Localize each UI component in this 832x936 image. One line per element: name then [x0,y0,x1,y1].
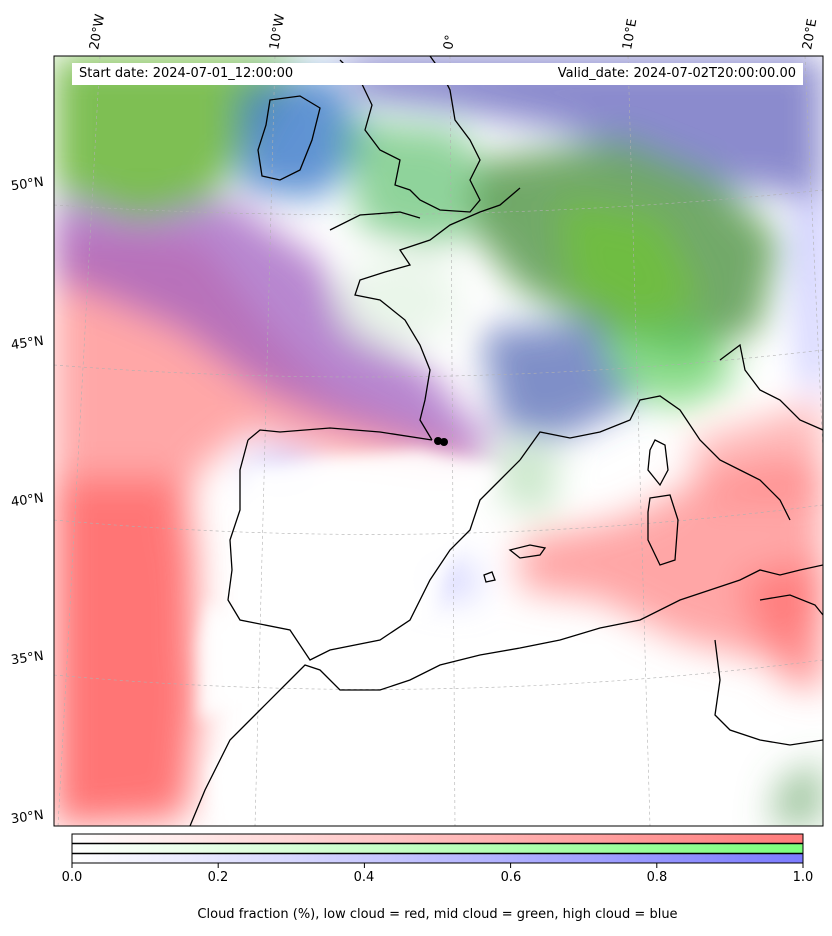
coastlines [189,56,823,826]
graticule [54,56,823,826]
colorbar-tick: 0.2 [207,870,229,885]
colorbar-tick: 0.4 [353,870,375,885]
colorbar-tick: 0.6 [500,870,522,885]
cloud-field [54,56,823,826]
colorbar [71,833,804,868]
colorbar-tick: 0.0 [61,870,83,885]
colorbar-tick: 0.8 [646,870,668,885]
colorbar-low-red [72,834,803,843]
map-frame [53,55,824,827]
colorbar-tick: 1.0 [792,870,814,885]
valid-date-label: Valid_date: 2024-07-02T20:00:00.00 [557,66,796,81]
colorbar-mid-green [72,844,803,853]
lon-label-0: 0° [441,33,459,51]
colorbar-high-blue [72,854,803,863]
marker [434,437,448,446]
start-date-label: Start date: 2024-07-01_12:00:00 [79,66,294,81]
colorbar-label: Cloud fraction (%), low cloud = red, mid… [197,907,678,922]
date-info-box: Start date: 2024-07-01_12:00:00 Valid_da… [72,63,803,85]
